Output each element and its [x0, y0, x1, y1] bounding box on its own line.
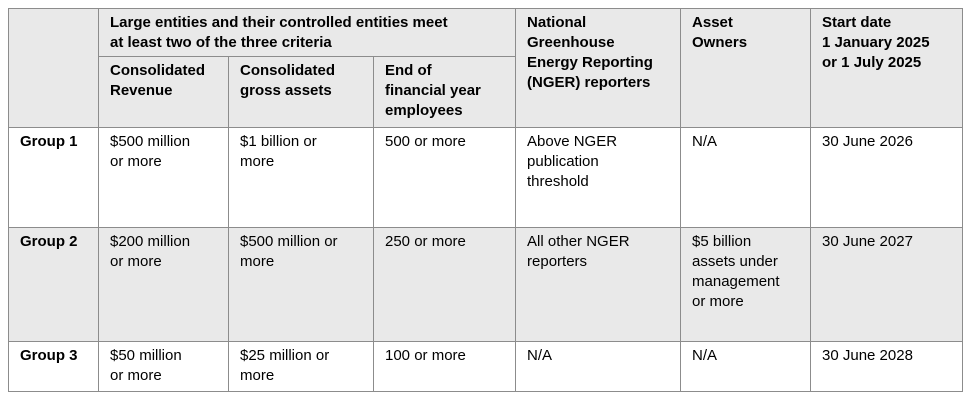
- cell-g1-asset-owners: N/A: [680, 127, 812, 228]
- cell-g3-employees: 100 or more: [372, 341, 517, 392]
- cell-g3-asset-owners: N/A: [680, 341, 812, 392]
- table-row-group-1: Group 1 $500 million or more $1 billion …: [8, 127, 964, 228]
- column-header-nger-reporters: National Greenhouse Energy Reporting (NG…: [515, 8, 682, 128]
- criteria-group-header: Large entities and their controlled enti…: [97, 8, 517, 57]
- cell-g3-start-date: 30 June 2028: [810, 341, 964, 392]
- cell-g2-start-date: 30 June 2027: [810, 227, 964, 342]
- cell-g3-gross-assets: $25 million or more: [228, 341, 374, 392]
- cell-g2-nger: All other NGER reporters: [515, 227, 682, 342]
- corner-cell: [8, 8, 99, 128]
- sub-header-consolidated-revenue: Consolidated Revenue: [98, 56, 229, 128]
- row-label-group-2: Group 2: [8, 227, 99, 342]
- cell-g1-nger: Above NGER publication threshold: [515, 127, 682, 228]
- cell-g1-consolidated-revenue: $500 million or more: [98, 127, 229, 228]
- table-row-group-2: Group 2 $200 million or more $500 millio…: [8, 227, 964, 342]
- sub-header-end-of-year-employees: End of financial year employees: [372, 56, 517, 128]
- cell-g1-employees: 500 or more: [372, 127, 517, 228]
- cell-g2-employees: 250 or more: [372, 227, 517, 342]
- row-label-group-1: Group 1: [8, 127, 99, 228]
- cell-g1-gross-assets: $1 billion or more: [228, 127, 374, 228]
- cell-g3-consolidated-revenue: $50 million or more: [98, 341, 229, 392]
- cell-g2-gross-assets: $500 million or more: [228, 227, 374, 342]
- table-row-group-3: Group 3 $50 million or more $25 million …: [8, 341, 964, 392]
- column-header-start-date: Start date 1 January 2025 or 1 July 2025: [810, 8, 964, 128]
- cell-g2-consolidated-revenue: $200 million or more: [98, 227, 229, 342]
- cell-g1-start-date: 30 June 2026: [810, 127, 964, 228]
- reporting-groups-table: Large entities and their controlled enti…: [8, 8, 964, 392]
- cell-g2-asset-owners: $5 billion assets under management or mo…: [680, 227, 812, 342]
- sub-header-consolidated-gross-assets: Consolidated gross assets: [228, 56, 374, 128]
- cell-g3-nger: N/A: [515, 341, 682, 392]
- row-label-group-3: Group 3: [8, 341, 99, 392]
- column-header-asset-owners: Asset Owners: [680, 8, 812, 128]
